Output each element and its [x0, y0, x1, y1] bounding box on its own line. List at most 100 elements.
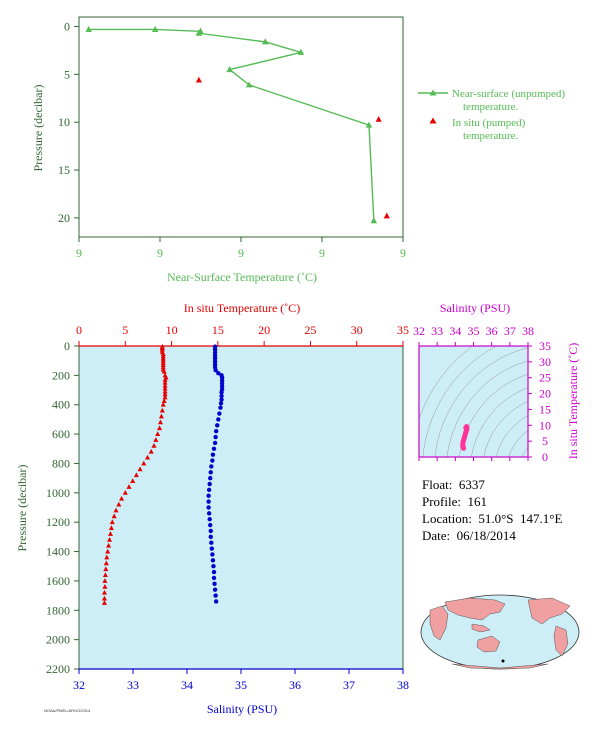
temperature-point — [111, 513, 117, 519]
ts-y-tick-label: 0 — [542, 450, 548, 464]
ts-y-tick-label: 35 — [539, 339, 551, 353]
legend-text-near-surface: Near-surface (unpumped) temperature. — [452, 88, 565, 113]
profile-y-tick-label: 800 — [52, 456, 70, 470]
ts-y-tick-label: 30 — [539, 355, 551, 369]
ns-y-tick-label: 0 — [64, 20, 70, 34]
temperature-tick-label: 5 — [122, 323, 128, 337]
near-surface-point — [226, 66, 233, 73]
in-situ-point — [375, 115, 382, 122]
profile-y-tick-label: 0 — [64, 339, 70, 353]
near-surface-y-label: Pressure (decibar) — [31, 85, 45, 172]
salinity-point — [210, 452, 216, 457]
ts-x-tick-label: 37 — [504, 324, 516, 338]
temperature-point — [161, 398, 167, 404]
salinity-point — [206, 511, 212, 516]
salinity-point — [208, 475, 213, 481]
temperature-point — [101, 595, 107, 601]
ns-x-tick-label: 9 — [157, 246, 163, 260]
ts-plot-area — [419, 346, 528, 457]
legend-marker-near-surface — [429, 89, 437, 96]
temperature-tick-label: 0 — [76, 323, 82, 337]
salinity-point — [206, 493, 211, 498]
salinity-point — [212, 587, 218, 592]
salinity-point — [209, 540, 214, 545]
ns-y-tick-label: 15 — [58, 163, 70, 177]
temperature-point — [162, 376, 168, 382]
near-surface-point — [151, 25, 159, 32]
temperature-point — [102, 572, 108, 577]
salinity-point — [216, 370, 221, 376]
salinity-tick-label: 36 — [289, 678, 301, 692]
ts-y-tick-label: 15 — [539, 402, 551, 416]
temperature-point — [130, 478, 136, 484]
profile-number: Profile: 161 — [422, 494, 487, 509]
temperature-point — [137, 466, 143, 472]
temperature-point — [162, 382, 168, 388]
temperature-point — [153, 437, 159, 442]
temperature-point — [109, 519, 115, 525]
temperature-point — [126, 484, 132, 489]
near-surface-panel: 9 9 9 9 9 0 5 10 15 20 Near-Surface Temperature (… — [31, 16, 406, 284]
salinity-tick-label: 37 — [343, 678, 355, 692]
salinity-point — [217, 411, 222, 416]
density-contour — [422, 346, 498, 457]
temperature-point — [155, 431, 161, 437]
salinity-point — [213, 434, 218, 440]
map-south-america — [553, 625, 569, 657]
ts-x-tick-label: 32 — [413, 324, 425, 338]
salinity-point — [213, 368, 218, 373]
salinity-tick-label: 33 — [127, 678, 139, 692]
profile-y-tick-label: 1400 — [46, 545, 70, 559]
in-situ-point — [383, 212, 390, 219]
profile-y-tick-label: 200 — [52, 368, 70, 382]
density-contour — [434, 347, 528, 457]
salinity-point — [213, 428, 219, 434]
salinity-point — [211, 446, 217, 451]
temperature-point — [105, 548, 111, 554]
salinity-point — [213, 593, 218, 598]
temperature-point — [119, 495, 125, 501]
temperature-point — [102, 583, 108, 589]
map-north-america — [527, 597, 571, 625]
ts-x-tick-label: 38 — [522, 324, 534, 338]
salinity-point — [219, 397, 224, 402]
temperature-point — [162, 385, 168, 391]
ts-point — [463, 425, 469, 431]
near-surface-point — [297, 48, 305, 55]
legend-text-in-situ: In situ (pumped) temperature. — [452, 117, 526, 142]
salinity-point — [213, 599, 219, 604]
salinity-point — [207, 517, 212, 522]
near-surface-point — [85, 25, 92, 32]
salinity-tick-label: 35 — [235, 678, 247, 692]
ns-y-tick-label: 10 — [58, 115, 70, 129]
salinity-tick-label: 34 — [181, 678, 193, 692]
float-info: Float: 6337 Profile: 161 Location: 51.0°… — [422, 476, 562, 544]
temperature-axis-label: In situ Temperature (˚C) — [184, 301, 301, 315]
ns-x-tick-label: 9 — [238, 246, 244, 260]
ts-x-tick-label: 35 — [468, 324, 480, 338]
temperature-point — [103, 566, 109, 572]
near-surface-line — [88, 28, 375, 221]
temperature-point — [102, 578, 108, 583]
temperature-point — [107, 537, 113, 542]
near-surface-point — [365, 121, 373, 128]
salinity-point — [206, 505, 211, 510]
float-location-marker — [501, 659, 505, 663]
profile-y-tick-label: 1600 — [46, 574, 70, 588]
profile-plot-area — [78, 345, 404, 670]
salinity-tick-label: 32 — [73, 678, 85, 692]
map-europe-africa — [429, 605, 449, 641]
salinity-point — [211, 575, 217, 581]
temperature-point — [162, 379, 168, 385]
temperature-point — [157, 419, 163, 425]
salinity-point — [206, 487, 212, 493]
salinity-point — [208, 528, 213, 534]
float-location: Location: 51.0°S 147.1°E — [422, 511, 563, 526]
salinity-point — [208, 522, 213, 528]
map-asia — [444, 597, 506, 621]
temperature-point — [160, 401, 166, 407]
ts-y-tick-label: 10 — [539, 418, 551, 432]
temperature-point — [162, 388, 168, 394]
salinity-point — [219, 393, 224, 399]
